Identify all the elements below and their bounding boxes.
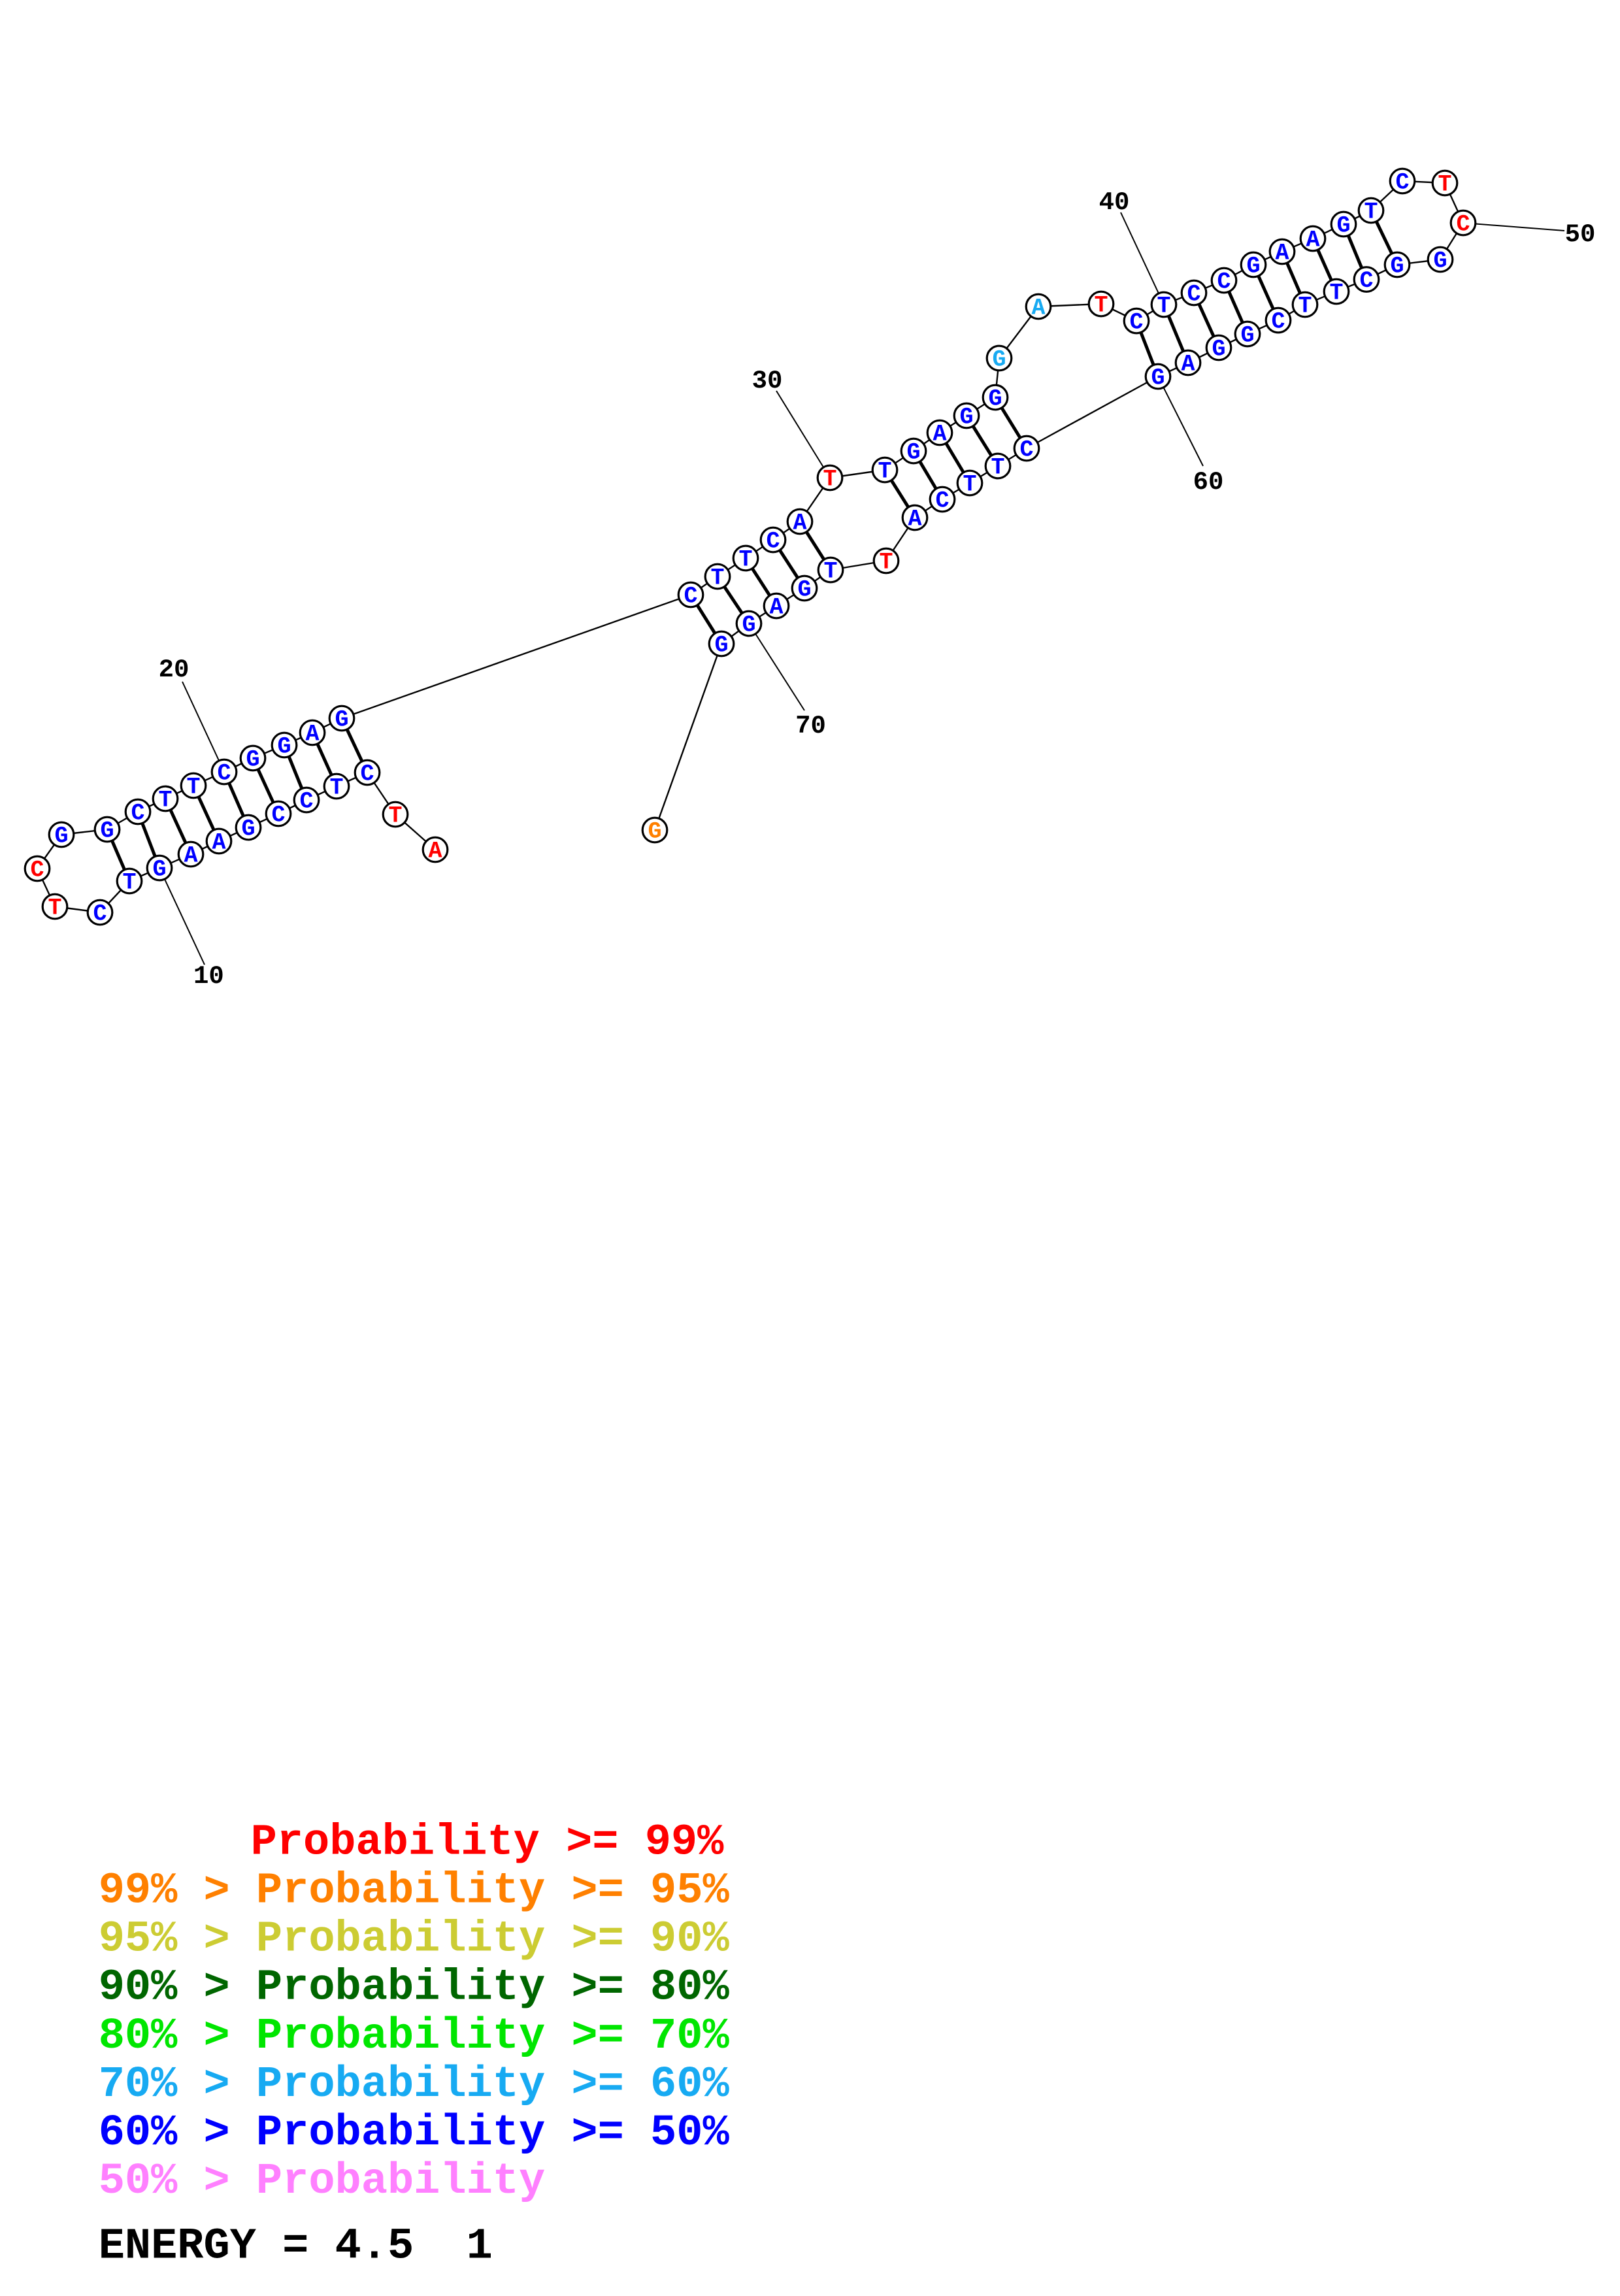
- svg-text:T: T: [329, 774, 343, 801]
- svg-text:T: T: [1329, 280, 1343, 306]
- svg-text:G: G: [714, 632, 728, 658]
- svg-text:T: T: [122, 869, 136, 895]
- svg-text:A: A: [908, 506, 921, 532]
- svg-text:G: G: [277, 733, 291, 759]
- svg-text:T: T: [48, 895, 61, 921]
- svg-text:C: C: [1456, 211, 1470, 237]
- svg-text:G: G: [152, 856, 166, 882]
- svg-text:T: T: [388, 803, 402, 829]
- svg-text:A: A: [1181, 351, 1195, 377]
- svg-text:G: G: [1336, 212, 1350, 239]
- svg-text:T: T: [186, 774, 200, 800]
- svg-text:G: G: [1433, 248, 1447, 274]
- svg-text:20: 20: [159, 656, 190, 684]
- svg-text:ENERGY = 4.5 1: ENERGY = 4.5 1: [99, 2222, 493, 2272]
- svg-text:G: G: [100, 818, 114, 844]
- svg-text:C: C: [1271, 308, 1285, 335]
- svg-text:T: T: [963, 471, 976, 497]
- svg-text:Probability >= 99%: Probability >= 99%: [251, 1818, 725, 1868]
- svg-text:80% > Probability >= 70%: 80% > Probability >= 70%: [99, 2012, 730, 2061]
- svg-text:G: G: [335, 707, 348, 733]
- svg-text:99% > Probability >= 95%: 99% > Probability >= 95%: [99, 1867, 730, 1916]
- svg-text:T: T: [1438, 171, 1451, 197]
- svg-text:G: G: [1151, 365, 1165, 391]
- svg-text:T: T: [823, 558, 837, 584]
- svg-text:C: C: [360, 761, 374, 787]
- svg-text:G: G: [988, 386, 1002, 412]
- svg-text:60: 60: [1193, 468, 1224, 497]
- svg-text:G: G: [959, 404, 973, 430]
- svg-text:A: A: [933, 421, 946, 447]
- svg-text:C: C: [1395, 169, 1409, 195]
- svg-text:70: 70: [795, 712, 826, 740]
- svg-text:C: C: [1217, 269, 1231, 295]
- svg-text:G: G: [1240, 322, 1254, 348]
- svg-text:A: A: [184, 842, 197, 869]
- svg-text:C: C: [1359, 268, 1373, 294]
- svg-text:G: G: [648, 818, 661, 844]
- svg-text:C: C: [299, 788, 313, 814]
- svg-text:G: G: [742, 612, 755, 638]
- svg-text:T: T: [1364, 199, 1378, 225]
- svg-text:C: C: [1129, 309, 1143, 335]
- svg-text:G: G: [992, 346, 1006, 373]
- svg-text:G: G: [1246, 253, 1260, 279]
- svg-text:G: G: [906, 439, 920, 465]
- svg-text:G: G: [246, 746, 259, 773]
- svg-text:T: T: [878, 458, 891, 484]
- svg-text:C: C: [935, 488, 949, 514]
- svg-text:C: C: [1187, 281, 1200, 307]
- svg-text:A: A: [1275, 240, 1289, 266]
- svg-text:A: A: [769, 594, 783, 620]
- svg-text:C: C: [766, 528, 780, 554]
- svg-text:C: C: [93, 901, 107, 927]
- svg-text:90% > Probability >= 80%: 90% > Probability >= 80%: [99, 1963, 730, 2013]
- svg-text:T: T: [1094, 292, 1108, 318]
- svg-text:C: C: [131, 800, 144, 826]
- svg-text:C: C: [217, 760, 231, 786]
- svg-text:C: C: [30, 857, 44, 883]
- svg-text:T: T: [1157, 293, 1170, 319]
- svg-text:C: C: [684, 583, 697, 609]
- svg-text:40: 40: [1099, 188, 1130, 217]
- svg-text:T: T: [823, 466, 836, 492]
- svg-text:T: T: [710, 565, 724, 591]
- svg-text:70% > Probability >= 60%: 70% > Probability >= 60%: [99, 2060, 730, 2110]
- svg-text:A: A: [305, 721, 319, 747]
- svg-text:T: T: [738, 546, 752, 573]
- svg-text:A: A: [793, 510, 806, 536]
- svg-text:50: 50: [1565, 220, 1596, 249]
- svg-text:G: G: [1390, 253, 1404, 279]
- svg-text:G: G: [54, 823, 68, 849]
- svg-text:A: A: [212, 829, 225, 856]
- svg-text:10: 10: [193, 962, 224, 991]
- svg-text:C: C: [1019, 437, 1033, 463]
- svg-text:G: G: [241, 816, 255, 842]
- svg-text:C: C: [271, 802, 285, 828]
- svg-text:G: G: [797, 576, 811, 603]
- svg-text:T: T: [879, 549, 893, 575]
- svg-text:95% > Probability >= 90%: 95% > Probability >= 90%: [99, 1915, 730, 1965]
- svg-text:60% > Probability >= 50%: 60% > Probability >= 50%: [99, 2108, 730, 2158]
- svg-text:A: A: [1306, 227, 1319, 253]
- svg-text:G: G: [1212, 336, 1225, 362]
- svg-text:50% > Probability: 50% > Probability: [99, 2157, 546, 2206]
- svg-text:30: 30: [752, 367, 783, 395]
- svg-text:A: A: [1031, 295, 1045, 321]
- svg-text:A: A: [428, 838, 442, 864]
- svg-text:T: T: [1298, 293, 1312, 319]
- svg-text:T: T: [991, 454, 1004, 480]
- svg-text:T: T: [158, 787, 172, 813]
